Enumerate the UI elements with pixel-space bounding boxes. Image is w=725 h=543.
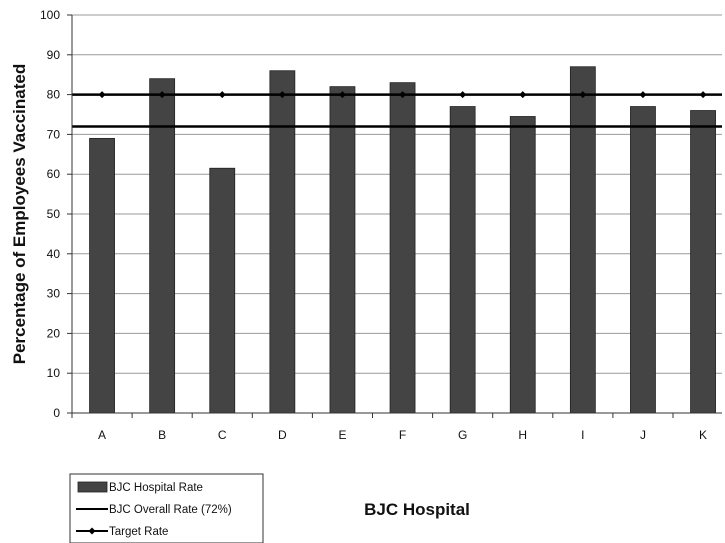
x-tick-label-d: D xyxy=(278,428,287,442)
x-tick-label-f: F xyxy=(399,428,406,442)
y-tick-label: 90 xyxy=(47,48,61,62)
y-tick-label: 20 xyxy=(47,326,61,340)
bar-i xyxy=(569,66,596,414)
bar-k xyxy=(690,110,716,414)
y-tick-label: 30 xyxy=(47,287,61,301)
x-tick-label-a: A xyxy=(98,428,106,442)
bar-a xyxy=(89,137,115,414)
target-rate-marker xyxy=(158,91,166,99)
legend-entry-label: BJC Overall Rate (72%) xyxy=(109,504,232,516)
y-axis-ticks: 0 10 20 30 40 50 60 70 80 90 100 xyxy=(40,8,72,420)
axes xyxy=(71,15,722,414)
target-rate-marker xyxy=(399,91,407,99)
x-axis-label: BJC Hospital xyxy=(364,500,470,519)
y-tick-label: 100 xyxy=(40,8,60,22)
x-tick-label-e: E xyxy=(338,428,346,442)
y-tick-label: 50 xyxy=(47,207,61,221)
target-rate-marker xyxy=(338,91,346,99)
legend-swatch-marker xyxy=(88,527,96,535)
target-rate-marker xyxy=(519,91,527,99)
reference-lines xyxy=(72,91,722,128)
legend-entry-label: Target Rate xyxy=(109,526,168,538)
bar-e xyxy=(329,86,356,414)
target-rate-marker xyxy=(218,91,226,99)
bar-f xyxy=(389,82,416,414)
legend: BJC Hospital Rate BJC Overall Rate (72%) T… xyxy=(69,473,264,543)
x-tick-label-h: H xyxy=(518,428,527,442)
bars xyxy=(89,66,716,414)
bar-c xyxy=(209,167,236,414)
bar-d xyxy=(269,70,296,414)
legend-swatch-bar xyxy=(77,481,108,493)
bar-j xyxy=(630,106,656,414)
y-tick-label: 40 xyxy=(47,247,61,261)
y-tick-label: 60 xyxy=(47,167,61,181)
x-tick-label-k: K xyxy=(699,428,707,442)
legend-entry-label: BJC Hospital Rate xyxy=(109,482,203,494)
bar-b xyxy=(149,78,176,414)
y-tick-label: 80 xyxy=(47,88,61,102)
target-rate-marker xyxy=(639,91,647,99)
y-tick-label: 10 xyxy=(47,366,61,380)
y-axis-label: Percentage of Employees Vaccinated xyxy=(10,64,29,364)
target-rate-marker xyxy=(459,91,467,99)
x-axis-ticks: A B C D E F G H I J K xyxy=(71,413,707,442)
x-tick-label-c: C xyxy=(218,428,227,442)
bar-h xyxy=(509,116,536,414)
target-rate-marker xyxy=(98,91,106,99)
y-tick-label: 0 xyxy=(53,406,60,420)
y-tick-label: 70 xyxy=(47,127,61,141)
x-tick-label-b: B xyxy=(158,428,166,442)
target-rate-marker xyxy=(699,91,707,99)
target-rate-marker xyxy=(579,91,587,99)
x-tick-label-g: G xyxy=(458,428,467,442)
target-rate-marker xyxy=(278,91,286,99)
x-tick-label-j: J xyxy=(640,428,646,442)
x-tick-label-i: I xyxy=(581,428,584,442)
bar-g xyxy=(449,106,476,414)
